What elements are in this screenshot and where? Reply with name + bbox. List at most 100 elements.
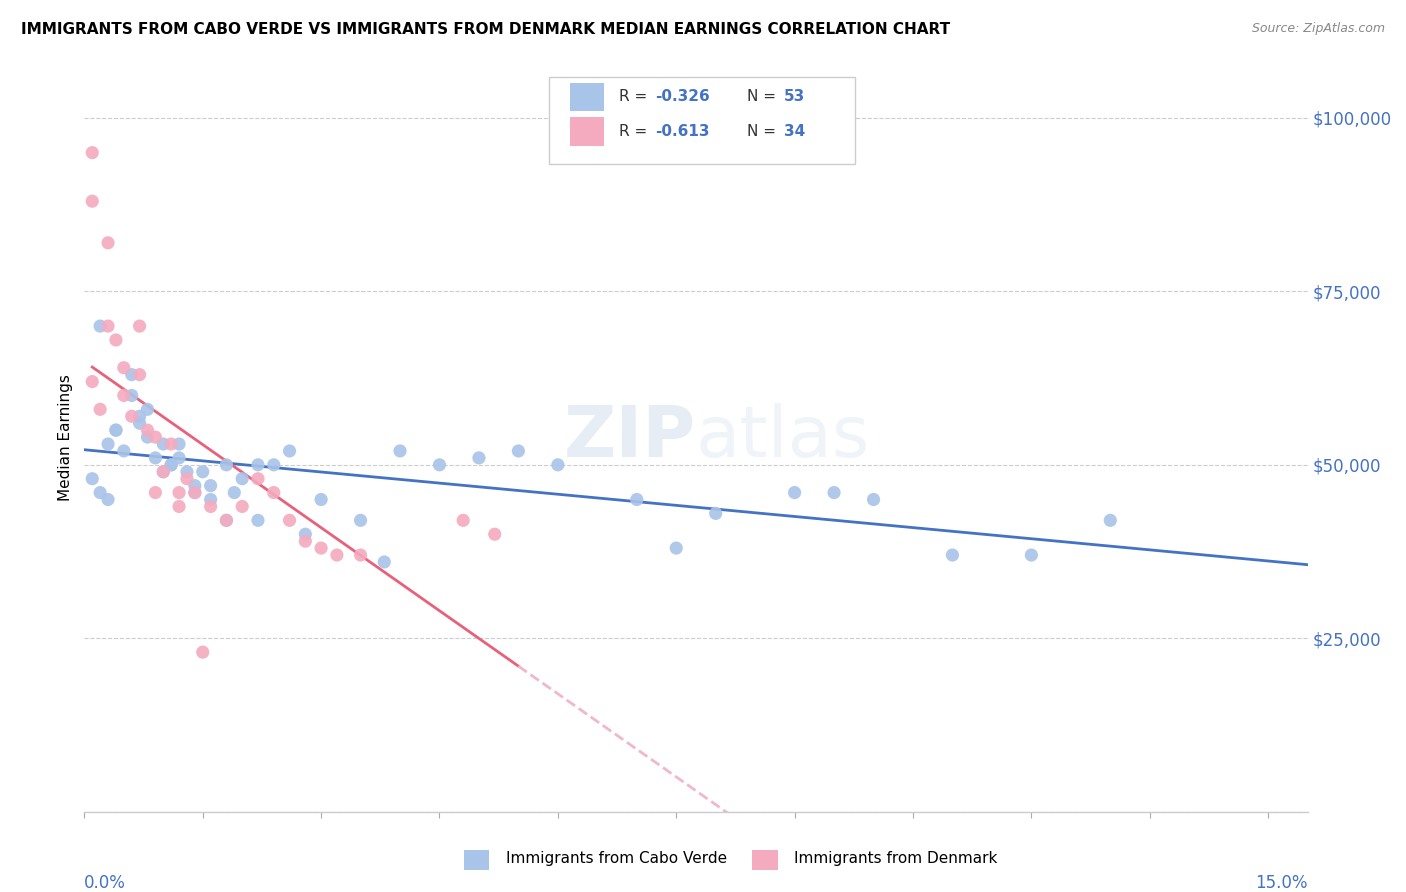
Point [97, 235, 120, 250]
Text: Immigrants from Cabo Verde: Immigrants from Cabo Verde [506, 851, 727, 865]
Text: atlas: atlas [696, 402, 870, 472]
Point [200, 478, 222, 492]
Point [349, 548, 371, 562]
Point [82, 472, 104, 486]
Point [82, 375, 104, 389]
Point [89, 485, 111, 500]
Text: 15.0%: 15.0% [1256, 874, 1308, 892]
Point [184, 478, 207, 492]
FancyBboxPatch shape [550, 78, 855, 163]
Point [263, 458, 285, 472]
Point [278, 444, 301, 458]
Point [136, 423, 159, 437]
Text: -0.613: -0.613 [655, 124, 710, 139]
Point [626, 492, 648, 507]
Point [231, 500, 253, 514]
FancyBboxPatch shape [569, 117, 605, 145]
Point [294, 534, 316, 549]
Point [200, 492, 222, 507]
Point [704, 507, 727, 521]
Point [215, 513, 238, 527]
Point [82, 145, 104, 160]
Point [508, 444, 530, 458]
Point [112, 360, 135, 375]
Point [429, 458, 451, 472]
Point [128, 368, 150, 382]
Point [128, 319, 150, 334]
Point [152, 437, 174, 451]
Point [104, 423, 127, 437]
Point [349, 513, 371, 527]
Text: 0.0%: 0.0% [84, 874, 127, 892]
Point [82, 194, 104, 209]
Point [160, 458, 183, 472]
Point [121, 388, 143, 402]
Point [191, 645, 214, 659]
Point [167, 437, 190, 451]
Point [451, 513, 474, 527]
Point [294, 527, 316, 541]
Point [97, 492, 120, 507]
Point [89, 319, 111, 334]
Point [167, 485, 190, 500]
Text: R =: R = [619, 89, 652, 104]
Point [1099, 513, 1122, 527]
Point [176, 472, 198, 486]
Text: N =: N = [748, 124, 782, 139]
Point [823, 485, 845, 500]
Text: 34: 34 [785, 124, 806, 139]
Text: N =: N = [748, 89, 782, 104]
Point [145, 430, 167, 444]
Point [263, 485, 285, 500]
FancyBboxPatch shape [569, 83, 605, 112]
Point [176, 465, 198, 479]
Point [89, 402, 111, 417]
Point [145, 485, 167, 500]
Point [547, 458, 569, 472]
Point [224, 485, 246, 500]
Point [783, 485, 806, 500]
Point [128, 416, 150, 430]
Point [112, 444, 135, 458]
Point [136, 402, 159, 417]
Point [215, 513, 238, 527]
Point [167, 500, 190, 514]
Point [246, 472, 269, 486]
Point [121, 368, 143, 382]
Point [484, 527, 506, 541]
Point [278, 513, 301, 527]
Point [160, 437, 183, 451]
Point [373, 555, 395, 569]
Point [862, 492, 884, 507]
Point [246, 513, 269, 527]
Text: -0.326: -0.326 [655, 89, 710, 104]
Text: ZIP: ZIP [564, 402, 696, 472]
Point [231, 472, 253, 486]
Point [121, 409, 143, 424]
Point [941, 548, 963, 562]
Text: 53: 53 [785, 89, 806, 104]
Point [112, 388, 135, 402]
Text: IMMIGRANTS FROM CABO VERDE VS IMMIGRANTS FROM DENMARK MEDIAN EARNINGS CORRELATIO: IMMIGRANTS FROM CABO VERDE VS IMMIGRANTS… [21, 22, 950, 37]
Y-axis label: Median Earnings: Median Earnings [58, 374, 73, 500]
Point [152, 465, 174, 479]
Point [160, 458, 183, 472]
Point [1021, 548, 1043, 562]
Point [184, 485, 207, 500]
Point [309, 541, 332, 555]
Point [136, 430, 159, 444]
Point [145, 450, 167, 465]
Text: Source: ZipAtlas.com: Source: ZipAtlas.com [1251, 22, 1385, 36]
Point [389, 444, 412, 458]
Point [184, 485, 207, 500]
Point [104, 333, 127, 347]
Point [468, 450, 491, 465]
Point [97, 319, 120, 334]
Point [326, 548, 349, 562]
Point [128, 409, 150, 424]
Text: Immigrants from Denmark: Immigrants from Denmark [794, 851, 998, 865]
Point [191, 465, 214, 479]
Point [97, 437, 120, 451]
Point [152, 465, 174, 479]
Point [246, 458, 269, 472]
